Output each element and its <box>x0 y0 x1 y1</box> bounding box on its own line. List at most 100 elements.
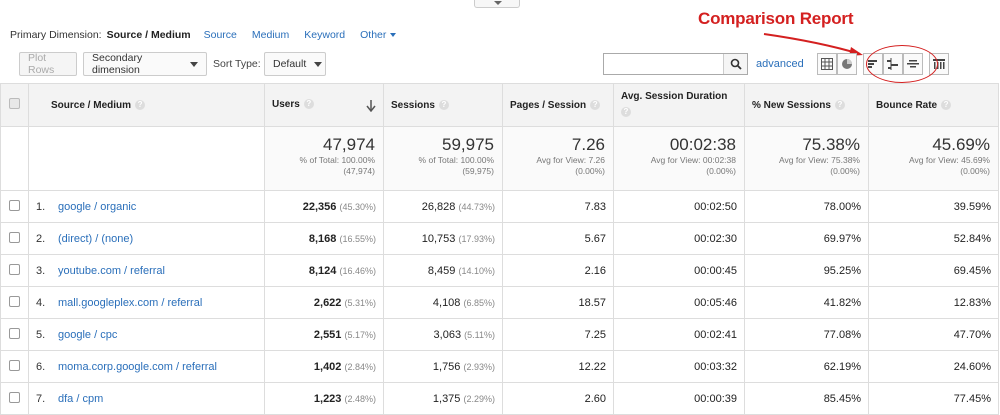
dimension-source-medium[interactable]: Source / Medium <box>106 29 191 41</box>
data-table-view-button[interactable] <box>817 53 837 75</box>
source-medium-link[interactable]: moma.corp.google.com / referral <box>58 360 217 373</box>
totals-row: 47,974% of Total: 100.00% (47,974) 59,975… <box>0 126 999 191</box>
table-row: 7. dfa / cpm 1,223 (2.48%) 1,375 (2.29%) … <box>0 382 999 415</box>
col-new-sessions[interactable]: % New Sessions? <box>744 83 869 127</box>
row-checkbox[interactable] <box>9 391 20 403</box>
col-pages-session[interactable]: Pages / Session? <box>502 83 614 127</box>
row-checkbox[interactable] <box>9 263 20 275</box>
users-value: 1,223 <box>313 392 342 405</box>
row-checkbox[interactable] <box>9 295 20 307</box>
source-medium-link[interactable]: google / cpc <box>58 328 118 341</box>
col-avg-session-duration[interactable]: Avg. Session Duration? <box>613 83 745 127</box>
row-select-cell <box>0 286 29 319</box>
select-all-checkbox[interactable] <box>9 98 20 109</box>
new-sessions-cell: 62.19% <box>744 350 869 383</box>
pages-session-cell: 2.16 <box>502 254 614 287</box>
secondary-dimension-dropdown[interactable]: Secondary dimension <box>83 52 207 76</box>
totals-bounce-rate: 45.69% Avg for View: 45.69% (0.00%) <box>868 126 999 191</box>
users-cell: 8,168 (16.55%) <box>264 222 384 255</box>
help-icon[interactable]: ? <box>438 99 449 110</box>
table-row: 5. google / cpc 2,551 (5.17%) 3,063 (5.11… <box>0 318 999 351</box>
col-bounce-rate[interactable]: Bounce Rate? <box>868 83 999 127</box>
help-icon[interactable]: ? <box>590 99 601 110</box>
total-value: 45.69% <box>932 135 990 154</box>
dimension-keyword[interactable]: Keyword <box>304 29 346 41</box>
users-value: 8,168 <box>308 232 337 245</box>
sessions-cell: 1,375 (2.29%) <box>383 382 503 415</box>
users-pct: (5.31%) <box>344 297 376 308</box>
col-source-medium[interactable]: Source / Medium? <box>28 83 265 127</box>
advanced-link[interactable]: advanced <box>756 58 804 70</box>
select-all-cell <box>0 83 29 127</box>
source-medium-cell: 7. dfa / cpm <box>28 382 265 415</box>
sessions-pct: (44.73%) <box>458 201 495 212</box>
col-header-label: Users <box>272 98 300 110</box>
total-sub: (0.00%) <box>830 166 860 176</box>
help-icon[interactable]: ? <box>135 99 146 110</box>
col-header-label: Pages / Session <box>510 99 587 111</box>
source-medium-cell: 2. (direct) / (none) <box>28 222 265 255</box>
totals-empty <box>28 126 265 191</box>
total-sub: (0.00%) <box>575 166 605 176</box>
help-icon[interactable]: ? <box>941 99 952 110</box>
chevron-down-icon <box>494 1 502 5</box>
total-sub: (47,974) <box>343 166 375 176</box>
sort-type-dropdown[interactable]: Default <box>264 52 326 76</box>
dimension-source[interactable]: Source <box>203 29 237 41</box>
secondary-dimension-label: Secondary dimension <box>92 52 143 76</box>
sessions-pct: (2.29%) <box>463 393 495 404</box>
plot-rows-button[interactable]: Plot Rows <box>19 52 77 76</box>
row-checkbox[interactable] <box>9 327 20 339</box>
total-sub: Avg for View: 7.26 <box>536 155 605 165</box>
bounce-rate-cell: 24.60% <box>868 350 999 383</box>
dimension-other[interactable]: Other <box>360 29 397 41</box>
help-icon[interactable]: ? <box>834 99 845 110</box>
pages-session-cell: 7.25 <box>502 318 614 351</box>
new-sessions-cell: 41.82% <box>744 286 869 319</box>
users-value: 2,622 <box>313 296 342 309</box>
total-sub: (0.00%) <box>706 166 736 176</box>
users-pct: (45.30%) <box>339 201 376 212</box>
help-icon[interactable]: ? <box>621 107 631 118</box>
users-cell: 1,223 (2.48%) <box>264 382 384 415</box>
grid-icon <box>821 58 833 70</box>
source-medium-cell: 3. youtube.com / referral <box>28 254 265 287</box>
search-input[interactable] <box>604 54 722 74</box>
total-value: 7.26 <box>571 135 605 154</box>
table-row: 6. moma.corp.google.com / referral 1,402 … <box>0 350 999 383</box>
users-value: 8,124 <box>308 264 337 277</box>
table-toolbar: Plot Rows Secondary dimension Sort Type:… <box>0 52 1000 78</box>
totals-new-sessions: 75.38% Avg for View: 75.38% (0.00%) <box>744 126 869 191</box>
col-sessions[interactable]: Sessions? <box>383 83 503 127</box>
users-value: 1,402 <box>313 360 342 373</box>
source-medium-link[interactable]: dfa / cpm <box>58 392 104 405</box>
source-medium-link[interactable]: google / organic <box>58 200 137 213</box>
help-icon[interactable]: ? <box>303 98 314 109</box>
avg-duration-cell: 00:03:32 <box>613 350 745 383</box>
sessions-pct: (17.93%) <box>458 233 495 244</box>
pie-chart-icon <box>842 59 852 69</box>
report-table: Source / Medium? Users? Sessions? Pages … <box>0 83 999 415</box>
pages-session-cell: 2.60 <box>502 382 614 415</box>
users-cell: 2,551 (5.17%) <box>264 318 384 351</box>
total-sub: (0.00%) <box>960 166 990 176</box>
source-medium-link[interactable]: mall.googleplex.com / referral <box>58 296 203 309</box>
totals-pages-session: 7.26 Avg for View: 7.26 (0.00%) <box>502 126 614 191</box>
collapse-toggle[interactable] <box>474 0 520 8</box>
total-sub: (59,975) <box>462 166 494 176</box>
search-button[interactable] <box>723 54 747 74</box>
sessions-cell: 3,063 (5.11%) <box>383 318 503 351</box>
col-header-label: Sessions <box>391 99 435 111</box>
row-checkbox[interactable] <box>9 231 20 243</box>
col-users[interactable]: Users? <box>264 83 384 127</box>
sessions-value: 10,753 <box>421 232 456 245</box>
pie-view-button[interactable] <box>837 53 857 75</box>
bounce-rate-cell: 77.45% <box>868 382 999 415</box>
total-sub: % of Total: 100.00% <box>299 155 375 165</box>
source-medium-link[interactable]: (direct) / (none) <box>58 232 134 245</box>
source-medium-link[interactable]: youtube.com / referral <box>58 264 165 277</box>
row-select-cell <box>0 254 29 287</box>
row-checkbox[interactable] <box>9 199 20 211</box>
row-checkbox[interactable] <box>9 359 20 371</box>
dimension-medium[interactable]: Medium <box>251 29 290 41</box>
